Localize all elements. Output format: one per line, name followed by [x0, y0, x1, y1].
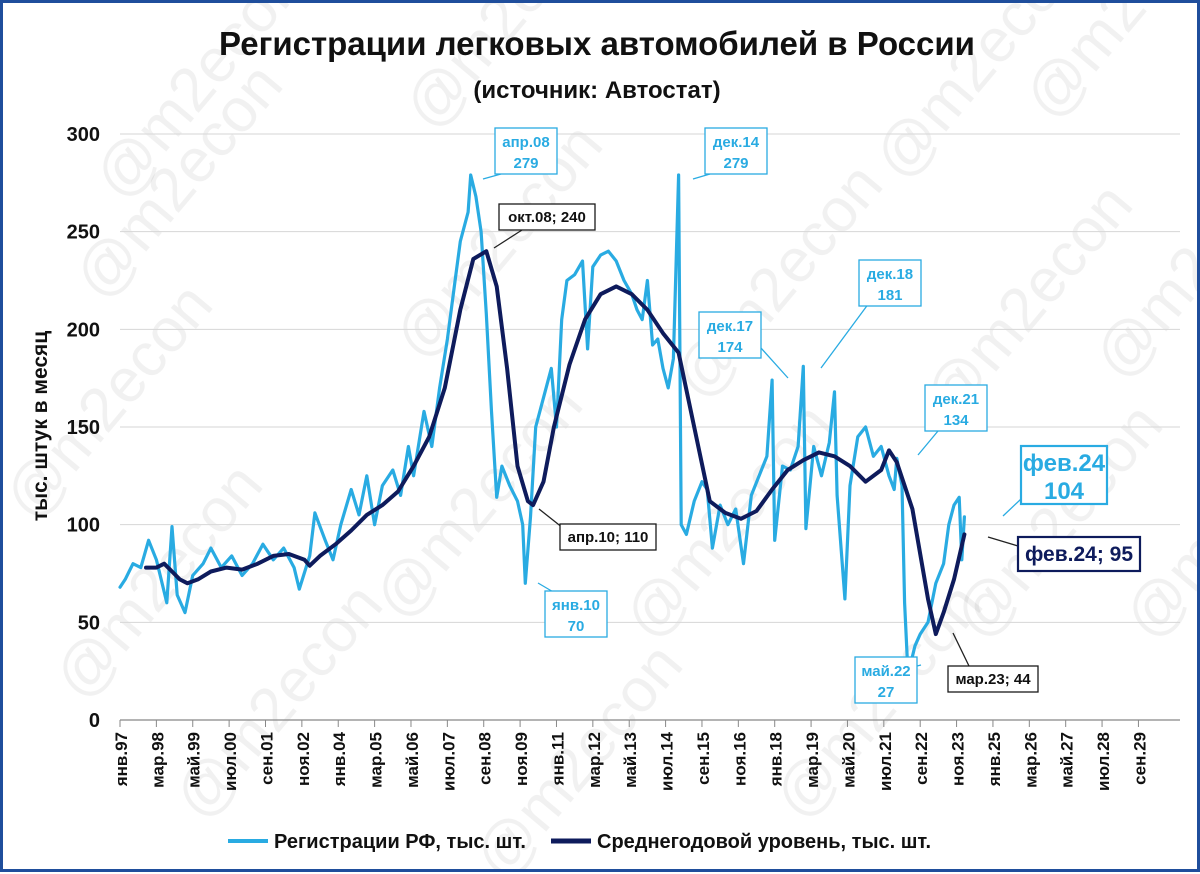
annotation-leader [917, 430, 939, 456]
x-tick-label: сен.08 [476, 732, 495, 785]
annotation-leader [1002, 498, 1022, 517]
annotation-label: апр.10; 110 [568, 529, 649, 546]
grid-lines [120, 133, 1180, 721]
watermark: @m2econ [391, 3, 626, 142]
x-tick-label: июл.21 [876, 732, 895, 791]
annotation-leader [692, 173, 711, 180]
y-axis-label: тыс. штук в месяц [29, 331, 52, 522]
annotation-value: 181 [877, 287, 902, 304]
annotation-label: окт.08; 240 [508, 209, 586, 226]
annotation-box [559, 523, 657, 551]
x-tick-label: янв.11 [548, 732, 567, 786]
annotation-leader [760, 347, 789, 379]
x-tick-label: июл.28 [1094, 732, 1113, 791]
legend-label: Регистрации РФ, тыс. шт. [274, 831, 526, 853]
annotation-label: апр.08 [502, 134, 549, 151]
annotation-box [698, 311, 762, 359]
y-axis-ticks: 0 50 100 150 200 250 300 [67, 124, 100, 732]
annotation-leader [482, 173, 502, 180]
annotation-value: 279 [513, 155, 538, 172]
x-tick-label: июл.14 [658, 731, 677, 791]
annotation-label: дек.18 [867, 266, 913, 283]
legend-label: Среднегодовой уровень, тыс. шт. [597, 831, 931, 853]
x-tick-label: мар.12 [585, 732, 604, 788]
x-tick-label: янв.04 [330, 731, 349, 787]
y-tick-label: 100 [67, 515, 100, 537]
chart-title: Регистрации легковых автомобилей в Росси… [219, 25, 975, 62]
x-tick-label: сен.22 [912, 732, 931, 785]
annotation-label: фев.24; 95 [1025, 543, 1133, 566]
x-tick-label: ноя.02 [294, 732, 313, 786]
x-tick-label: май.99 [185, 732, 204, 788]
annotation-leader [987, 536, 1019, 547]
x-tick-label: мар.98 [148, 732, 167, 788]
y-tick-label: 50 [78, 612, 100, 634]
y-tick-label: 150 [67, 417, 100, 439]
annotations-layer: апр.08 279 дек.14 279 окт.08; 240 дек.17 174 де… [482, 127, 1142, 704]
annotation-leader [493, 229, 523, 249]
x-tick-label: ноя.16 [730, 732, 749, 786]
x-tick-label: мар.19 [803, 732, 822, 788]
y-tick-label: 200 [67, 319, 100, 341]
chart-subtitle: (источник: Автостат) [473, 77, 720, 104]
annotation-label: дек.17 [707, 318, 753, 335]
annotation-box [498, 203, 596, 231]
watermark: @m2econ [161, 570, 396, 832]
series-layer [118, 173, 967, 669]
x-tick-label: ноя.23 [949, 732, 968, 786]
annotation-label: фев.24 [1023, 450, 1106, 477]
annotation-leader [538, 508, 564, 529]
x-tick-label: сен.15 [694, 732, 713, 785]
annotation-box [1019, 444, 1109, 506]
x-tick-label: май.13 [621, 732, 640, 788]
series-line-annual-average [144, 249, 967, 637]
annotation-leader [952, 632, 970, 667]
x-tick-label: ноя.09 [512, 732, 531, 786]
x-tick-label: мар.05 [367, 732, 386, 788]
annotation-label: мар.23; 44 [955, 671, 1031, 688]
x-tick-label: янв.97 [112, 732, 131, 787]
annotation-box [947, 665, 1039, 693]
y-tick-label: 300 [67, 124, 100, 146]
annotation-box [494, 127, 558, 175]
annotation-box [858, 259, 922, 307]
annotation-value: 279 [723, 155, 748, 172]
x-tick-label: май.27 [1058, 732, 1077, 788]
x-axis-ticks: янв.97 мар.98 май.99 июл.00 сен.01 ноя.02 янв.… [112, 720, 1149, 791]
annotation-box [704, 127, 768, 175]
x-tick-label: янв.18 [767, 732, 786, 787]
annotation-label: дек.14 [713, 134, 760, 151]
x-tick-label: сен.29 [1130, 732, 1149, 785]
x-tick-label: июл.00 [221, 732, 240, 791]
y-tick-label: 250 [67, 222, 100, 244]
annotation-label: май.22 [861, 663, 910, 680]
x-tick-label: мар.26 [1021, 732, 1040, 788]
annotation-label: дек.21 [933, 391, 979, 408]
annotation-value: 174 [717, 339, 743, 356]
x-tick-label: июл.07 [439, 732, 458, 791]
series-line-registrations [118, 173, 966, 669]
annotation-leader [820, 302, 870, 369]
y-tick-label: 0 [89, 710, 100, 732]
annotation-value: 104 [1044, 478, 1085, 505]
annotation-value: 27 [878, 684, 895, 701]
annotation-value: 70 [568, 618, 585, 635]
x-tick-label: май.06 [403, 732, 422, 788]
annotation-label: янв.10 [552, 597, 600, 614]
annotation-box [924, 384, 988, 432]
x-tick-label: май.20 [839, 732, 858, 788]
annotation-box [544, 590, 608, 638]
x-tick-label: сен.01 [257, 732, 276, 785]
annotation-box [1016, 535, 1142, 573]
x-tick-label: янв.25 [985, 732, 1004, 787]
annotation-value: 134 [943, 412, 969, 429]
legend: Регистрации РФ, тыс. шт. Среднегодовой ур… [228, 831, 931, 853]
annotation-box [854, 656, 918, 704]
